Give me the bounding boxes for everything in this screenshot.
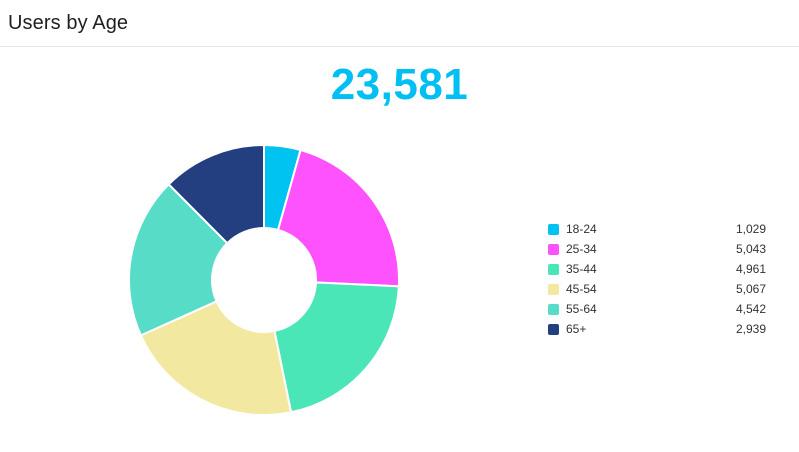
legend-item[interactable]: 25-34 5,043 bbox=[548, 242, 770, 262]
legend-value: 1,029 bbox=[735, 222, 766, 236]
legend-value: 4,961 bbox=[735, 262, 766, 276]
donut-slice-45-54[interactable] bbox=[139, 300, 293, 416]
legend-label: 35-44 bbox=[566, 262, 597, 276]
legend-value: 4,542 bbox=[735, 302, 766, 316]
donut-slice-55-64[interactable] bbox=[128, 182, 229, 337]
legend-label: 45-54 bbox=[566, 282, 597, 296]
legend-swatch bbox=[548, 244, 559, 255]
legend-item[interactable]: 65+ 2,939 bbox=[548, 322, 770, 342]
legend-swatch bbox=[548, 324, 559, 335]
legend-swatch bbox=[548, 264, 559, 275]
chart-legend: 18-24 1,029 25-34 5,043 35-44 4,961 45-54 5,067… bbox=[548, 222, 770, 342]
legend-label: 65+ bbox=[566, 322, 587, 336]
total-users-value: 23,581 bbox=[330, 60, 469, 109]
legend-label: 18-24 bbox=[566, 222, 597, 236]
legend-label: 55-64 bbox=[566, 302, 597, 316]
legend-swatch bbox=[548, 304, 559, 315]
legend-value: 2,939 bbox=[735, 322, 766, 336]
legend-item[interactable]: 55-64 4,542 bbox=[548, 302, 770, 322]
legend-item[interactable]: 18-24 1,029 bbox=[548, 222, 770, 242]
legend-label: 25-34 bbox=[566, 242, 597, 256]
legend-swatch bbox=[548, 284, 559, 295]
legend-value: 5,067 bbox=[735, 282, 766, 296]
legend-item[interactable]: 45-54 5,067 bbox=[548, 282, 770, 302]
legend-item[interactable]: 35-44 4,961 bbox=[548, 262, 770, 282]
donut-slices bbox=[128, 143, 400, 416]
chart-header: Users by Age bbox=[0, 0, 799, 47]
legend-swatch bbox=[548, 224, 559, 235]
donut-slice-25-34[interactable] bbox=[276, 148, 400, 288]
legend-value: 5,043 bbox=[735, 242, 766, 256]
donut-slice-65plus[interactable] bbox=[167, 143, 265, 245]
donut-slice-35-44[interactable] bbox=[273, 281, 400, 414]
chart-title: Users by Age bbox=[8, 12, 129, 34]
